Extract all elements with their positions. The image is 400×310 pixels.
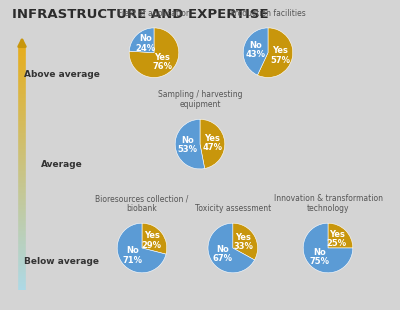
- Text: Yes
47%: Yes 47%: [202, 134, 222, 152]
- Text: Toxicity assessment: Toxicity assessment: [195, 204, 271, 213]
- Wedge shape: [129, 28, 179, 78]
- Text: Average: Average: [41, 160, 83, 169]
- Text: Yes
33%: Yes 33%: [234, 232, 254, 251]
- Text: Production facilities: Production facilities: [230, 9, 306, 18]
- Text: Sampling / harvesting
equipment: Sampling / harvesting equipment: [158, 91, 242, 109]
- Text: Innovation & transformation
technology: Innovation & transformation technology: [274, 194, 382, 213]
- Text: Yes
57%: Yes 57%: [270, 46, 290, 64]
- Wedge shape: [200, 119, 225, 169]
- Text: Bioresources collection /
biobank: Bioresources collection / biobank: [95, 194, 189, 213]
- Wedge shape: [117, 223, 166, 273]
- Wedge shape: [328, 223, 353, 248]
- Text: No
67%: No 67%: [212, 245, 232, 264]
- Wedge shape: [233, 223, 258, 260]
- Wedge shape: [303, 223, 353, 273]
- Text: Yes
76%: Yes 76%: [152, 53, 172, 71]
- Text: No
53%: No 53%: [178, 136, 198, 154]
- Text: Below average: Below average: [24, 257, 100, 267]
- Wedge shape: [142, 223, 167, 254]
- Text: Above average: Above average: [24, 70, 100, 79]
- Wedge shape: [208, 223, 254, 273]
- Text: No
24%: No 24%: [136, 34, 156, 53]
- Text: Field of application: Field of application: [118, 9, 190, 18]
- Text: No
75%: No 75%: [309, 248, 329, 266]
- Wedge shape: [129, 28, 154, 53]
- Wedge shape: [258, 28, 293, 78]
- Text: INFRASTRUCTURE AND EXPERTISE: INFRASTRUCTURE AND EXPERTISE: [12, 8, 269, 21]
- Wedge shape: [243, 28, 268, 75]
- Wedge shape: [175, 119, 205, 169]
- Text: Yes
29%: Yes 29%: [142, 231, 162, 250]
- Text: Yes
25%: Yes 25%: [327, 230, 347, 248]
- Text: No
71%: No 71%: [122, 246, 142, 265]
- Text: No
43%: No 43%: [246, 41, 266, 59]
